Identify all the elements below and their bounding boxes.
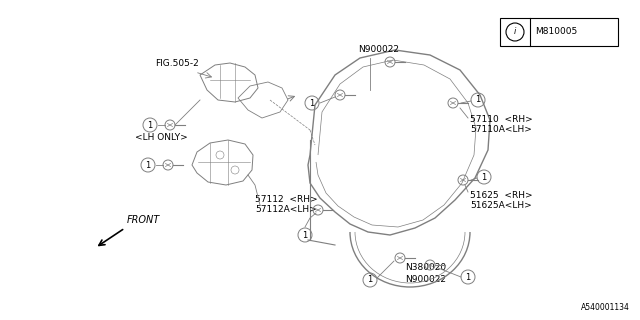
Text: N900022: N900022: [405, 275, 446, 284]
Text: 1: 1: [145, 161, 150, 170]
Text: FRONT: FRONT: [127, 215, 160, 225]
Text: i: i: [514, 28, 516, 36]
Text: 1: 1: [309, 99, 315, 108]
Text: M810005: M810005: [535, 28, 577, 36]
Text: 51625  <RH>: 51625 <RH>: [470, 190, 532, 199]
Text: 57112A<LH>: 57112A<LH>: [255, 205, 317, 214]
Text: N380020: N380020: [405, 263, 446, 273]
Text: 1: 1: [367, 276, 372, 284]
Text: 1: 1: [147, 121, 152, 130]
Text: N900022: N900022: [358, 45, 399, 54]
Text: 1: 1: [465, 273, 470, 282]
Text: 1: 1: [481, 172, 486, 181]
Text: 1: 1: [302, 230, 308, 239]
Text: 57112  <RH>: 57112 <RH>: [255, 196, 317, 204]
Text: 57110  <RH>: 57110 <RH>: [470, 116, 532, 124]
Text: <LH ONLY>: <LH ONLY>: [135, 132, 188, 141]
Text: FIG.505-2: FIG.505-2: [155, 59, 199, 68]
Text: A540001134: A540001134: [581, 303, 630, 312]
Text: 51625A<LH>: 51625A<LH>: [470, 201, 532, 210]
FancyBboxPatch shape: [500, 18, 618, 46]
Text: 1: 1: [476, 95, 481, 105]
Text: 57110A<LH>: 57110A<LH>: [470, 125, 532, 134]
